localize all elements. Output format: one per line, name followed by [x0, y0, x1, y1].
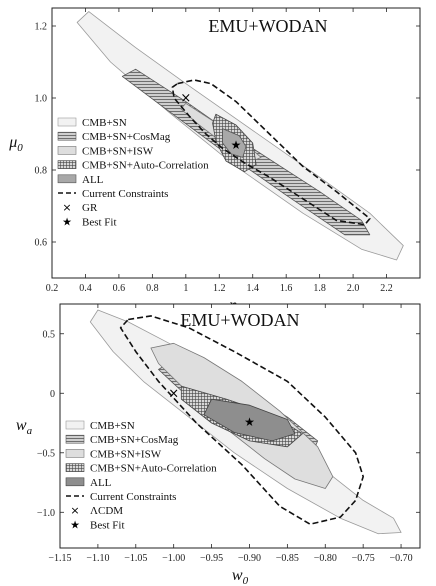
y-tick-label: 0.5 — [43, 329, 56, 340]
contour-all — [222, 128, 247, 158]
legend-label: Best Fit — [82, 216, 117, 228]
legend-label: CMB+SN+CosMag — [90, 434, 179, 446]
x-tick-label: −0.85 — [276, 553, 299, 564]
x-axis-label: w0 — [232, 567, 249, 586]
y-tick-label: 0.8 — [35, 166, 48, 177]
y-axis-label: μ0 — [8, 134, 23, 154]
legend-marker: ★ — [70, 518, 80, 531]
marker-best-fit: ★ — [244, 415, 255, 429]
x-tick-label: 0.2 — [46, 283, 59, 294]
legend-marker: × — [62, 201, 71, 214]
x-tick-label: 1.4 — [246, 283, 259, 294]
x-tick-label: 1.8 — [313, 283, 326, 294]
x-tick-label: 1.6 — [280, 283, 293, 294]
legend-swatch — [57, 174, 77, 184]
y-tick-label: 0.6 — [35, 238, 48, 249]
legend-label: ALL — [82, 174, 104, 186]
legend-swatch — [65, 463, 85, 472]
x-tick-label: −1.05 — [124, 553, 147, 564]
x-tick-label: −0.80 — [314, 553, 337, 564]
legend-swatch — [57, 146, 77, 155]
x-tick-label: −1.00 — [162, 553, 185, 564]
legend-label: ΛCDM — [90, 505, 123, 517]
contour-current-constraints — [171, 79, 371, 226]
panel-2: ×★−1.15 −1.10 −1.05 −1.00 −0.95 −0.90 −0.85 −0.… — [16, 303, 421, 586]
x-tick-label: 0.8 — [146, 283, 159, 294]
legend-swatch — [65, 477, 85, 487]
legend-swatch — [65, 420, 85, 430]
y-tick-label: −0.5 — [37, 448, 55, 459]
legend-label: CMB+SN — [82, 117, 127, 129]
x-tick-label: −1.10 — [86, 553, 109, 564]
x-tick-label: −0.95 — [200, 553, 223, 564]
marker-gr: × — [180, 91, 191, 106]
marker-best-fit: ★ — [231, 138, 242, 152]
legend-label: CMB+SN+Auto-Correlation — [82, 160, 209, 172]
y-tick-label: −1.0 — [37, 508, 55, 519]
x-tick-label: −1.15 — [48, 553, 71, 564]
contour-current-constraints — [119, 315, 365, 526]
legend-swatch — [65, 434, 85, 444]
x-tick-label: −0.90 — [238, 553, 261, 564]
x-tick-label: 1.2 — [213, 283, 226, 294]
legend-swatch — [57, 117, 77, 127]
legend-marker: ★ — [62, 215, 72, 228]
legend-label: CMB+SN+ISW — [90, 448, 162, 460]
legend-label: ALL — [90, 477, 112, 489]
x-tick-label: 2.0 — [347, 283, 360, 294]
panel-1: ×★0.2 0.4 0.6 0.8 1 1.2 1.4 1.6 1.8 2.0 2.20.60.81… — [8, 7, 421, 317]
x-tick-label: 1 — [183, 283, 188, 294]
legend-label: CMB+SN+Auto-Correlation — [90, 463, 217, 475]
y-axis-label: wa — [16, 417, 33, 437]
x-tick-label: 0.4 — [79, 283, 92, 294]
legend-label: Best Fit — [90, 519, 125, 531]
legend-label: CMB+SN+CosMag — [82, 131, 171, 143]
x-tick-label: −0.75 — [352, 553, 375, 564]
legend-label: Current Constraints — [90, 491, 176, 503]
contour-all — [203, 398, 296, 442]
legend-label: Current Constraints — [82, 188, 168, 200]
legend-swatch — [57, 160, 77, 169]
y-tick-label: 0 — [50, 389, 55, 400]
x-tick-label: −0.70 — [389, 553, 412, 564]
y-tick-label: 1.2 — [35, 22, 48, 33]
legend-marker: × — [70, 504, 79, 517]
marker--cdm: × — [168, 386, 179, 401]
legend-swatch — [65, 449, 85, 458]
chart-title: EMU+WODAN — [180, 310, 299, 330]
chart-title: EMU+WODAN — [208, 16, 327, 36]
legend-swatch — [57, 131, 77, 141]
x-tick-label: 2.2 — [380, 283, 393, 294]
legend-label: CMB+SN+ISW — [82, 145, 154, 157]
x-tick-label: 0.6 — [113, 283, 126, 294]
legend-label: CMB+SN — [90, 420, 135, 432]
legend-label: GR — [82, 202, 98, 214]
y-tick-label: 1.0 — [35, 94, 48, 105]
